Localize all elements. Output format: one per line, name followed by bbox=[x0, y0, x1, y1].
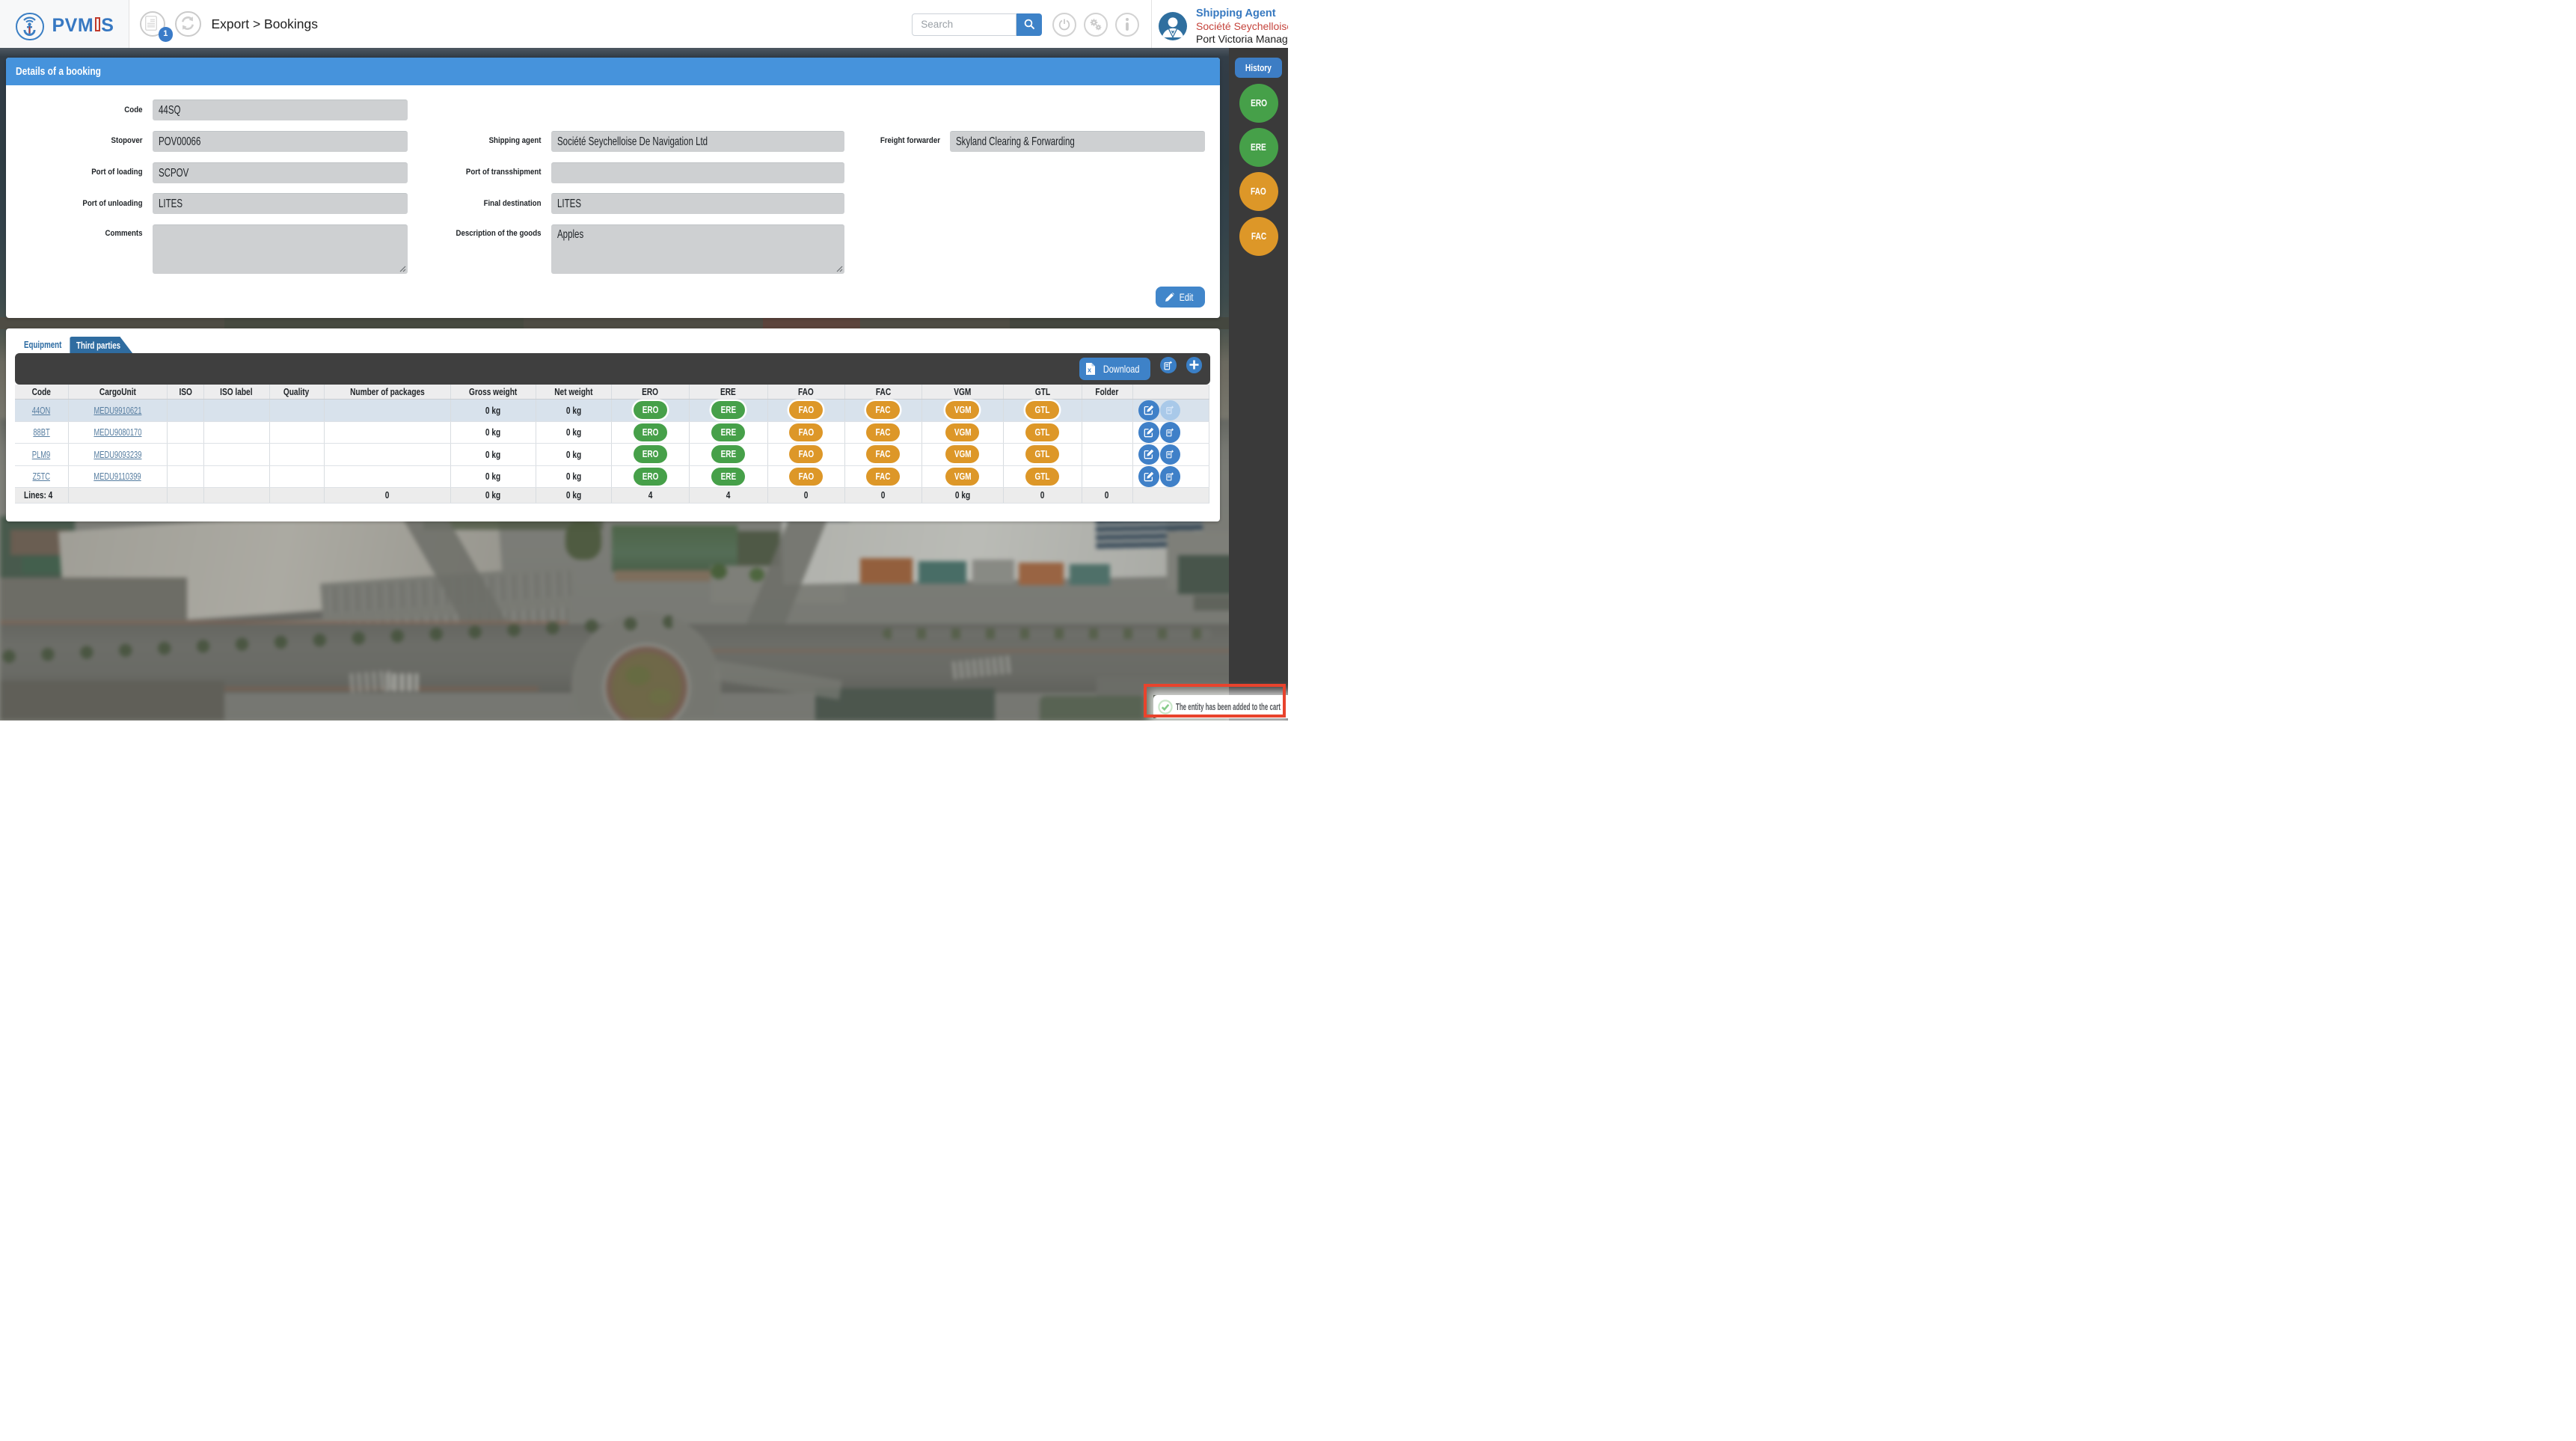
svg-text:The entity has been added to t: The entity has been added to the cart bbox=[1176, 701, 1281, 712]
svg-text:x: x bbox=[1088, 367, 1091, 374]
